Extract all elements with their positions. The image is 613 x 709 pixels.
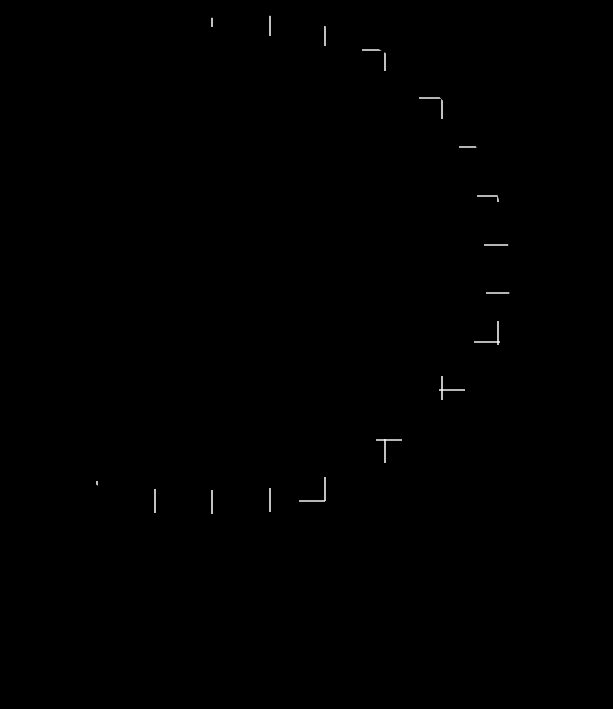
wireframe-viewport[interactable]: [0, 0, 613, 709]
wireframe-sphere-mesh: [0, 3, 512, 514]
